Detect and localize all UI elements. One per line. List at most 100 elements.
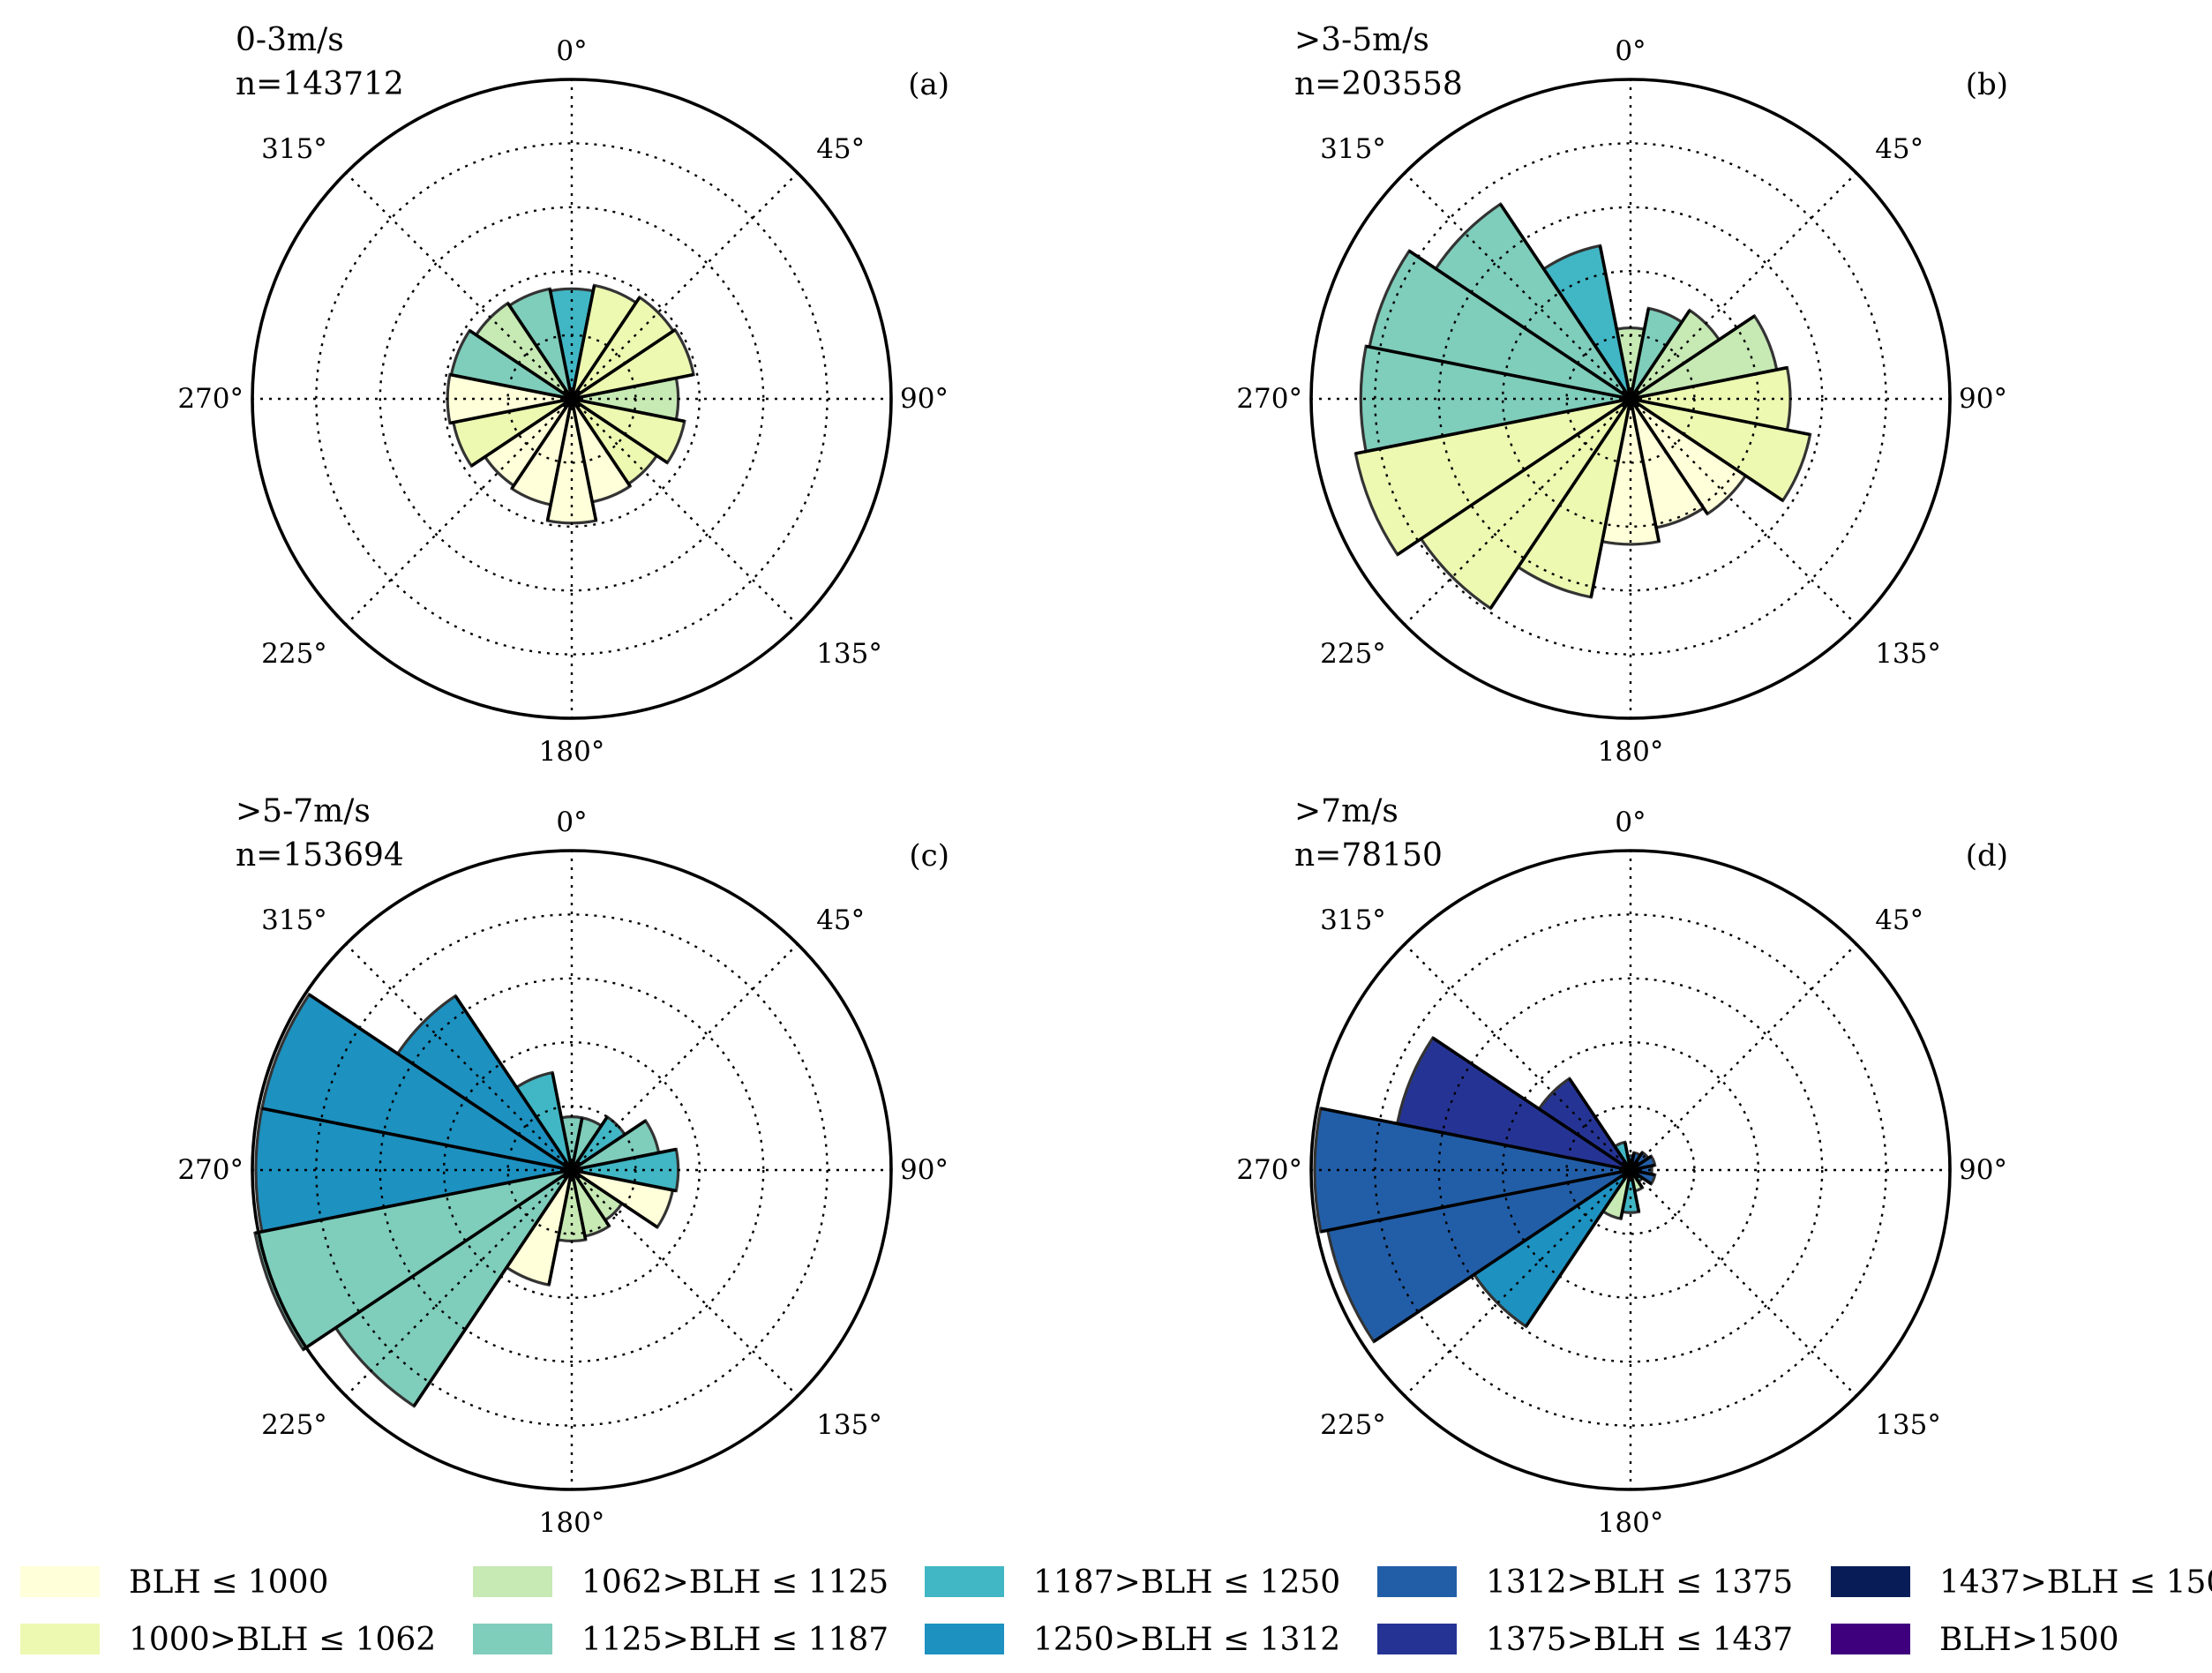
angle-label: 225° xyxy=(1320,1409,1386,1441)
grid-ring xyxy=(1437,206,1824,592)
petal-edge xyxy=(1568,1077,1632,1171)
angle-label: 315° xyxy=(261,133,327,165)
petal-edge xyxy=(470,397,574,468)
legend-label: 1062>BLH ≤ 1125 xyxy=(581,1564,889,1601)
petal-edge xyxy=(1320,1107,1631,1172)
wind-sector-petal xyxy=(254,1107,573,1234)
petal-edge xyxy=(1629,397,1784,502)
petal-edge xyxy=(548,288,574,400)
petal-edge xyxy=(1629,397,1709,515)
outer-ring xyxy=(1309,849,1952,1491)
grid-spoke xyxy=(1404,943,1631,1171)
angle-label: 270° xyxy=(1236,1154,1302,1186)
panel-letter: (a) xyxy=(908,67,949,102)
petal-edge xyxy=(1373,1168,1632,1343)
legend-label: 1437>BLH ≤ 1500 xyxy=(1939,1564,2212,1601)
panel-sample-count: n=78150 xyxy=(1294,837,1443,874)
angle-label: 135° xyxy=(1875,1409,1941,1441)
grid-ring xyxy=(1501,1040,1759,1299)
angle-label: 135° xyxy=(816,1409,882,1441)
petal-edge xyxy=(1630,397,1811,437)
legend-swatch xyxy=(473,1566,552,1597)
petal-edge xyxy=(1525,1168,1632,1328)
petal-edge xyxy=(1431,1036,1632,1172)
wind-rose-panel-c: 0° 45° 90° 135° 180° 225° 270° 315° >5-7m/s n=153… xyxy=(177,793,949,1539)
grid-spoke xyxy=(1630,1169,1857,1397)
wind-rose-panels: 0° 45° 90° 135° 180° 225° 270° 315° 0-3m/s n=1437… xyxy=(177,22,2008,1539)
grid-spoke xyxy=(1404,172,1631,400)
grid-ring xyxy=(1501,270,1759,529)
panel-sample-count: n=203558 xyxy=(1294,66,1463,102)
outer-ring xyxy=(1309,78,1952,720)
angle-label: 0° xyxy=(556,806,587,838)
angle-label: 90° xyxy=(900,383,949,415)
wind-sector-petal xyxy=(253,1168,573,1352)
angle-label: 315° xyxy=(1320,133,1386,165)
panel-title: >7m/s xyxy=(1294,793,1398,829)
petal-edge xyxy=(1629,1169,1641,1212)
petal-edge xyxy=(551,1072,574,1171)
grid-ring xyxy=(443,270,701,529)
grid-spoke xyxy=(1404,1169,1631,1397)
petal-edge xyxy=(545,398,574,521)
grid-spoke xyxy=(1630,398,1857,626)
petal-edge xyxy=(261,1107,573,1172)
angle-label: 315° xyxy=(1320,904,1386,936)
angle-label: 0° xyxy=(1615,35,1646,67)
panel-title: >5-7m/s xyxy=(236,793,371,829)
angle-label: 180° xyxy=(1598,1507,1664,1539)
petal-edge xyxy=(1365,344,1631,401)
angle-label: 270° xyxy=(1236,383,1302,415)
grid-ring xyxy=(443,1040,701,1299)
wind-rose-panel-b: 0° 45° 90° 135° 180° 225° 270° 315° >3-5m/s n=203… xyxy=(1236,22,2008,768)
outer-ring xyxy=(251,78,893,720)
legend-label: BLH>1500 xyxy=(1939,1622,2119,1658)
petal-edge xyxy=(570,398,632,487)
grid-ring xyxy=(315,913,829,1427)
petal-edge xyxy=(510,398,574,490)
petal-edge xyxy=(1623,1142,1632,1171)
angle-label: 0° xyxy=(1615,806,1646,838)
legend-label: 1000>BLH ≤ 1062 xyxy=(129,1622,436,1658)
grid-ring xyxy=(1437,977,1824,1363)
petal-edge xyxy=(570,1168,611,1227)
petal-edge xyxy=(254,1168,573,1235)
petal-edge xyxy=(308,993,574,1172)
legend-swatch xyxy=(1831,1624,1910,1654)
petal-edge xyxy=(1619,1169,1632,1219)
petal-edge xyxy=(570,1119,647,1172)
petal-edge xyxy=(1629,398,1661,543)
wind-sector-petal xyxy=(260,992,573,1172)
angle-label: 90° xyxy=(1959,1154,2007,1186)
petal-edge xyxy=(469,329,574,401)
petal-edge xyxy=(1354,397,1631,455)
petal-edge xyxy=(1629,309,1691,401)
legend-label: 1125>BLH ≤ 1187 xyxy=(581,1622,889,1658)
petal-edge xyxy=(1488,397,1632,610)
angle-label: 180° xyxy=(1598,736,1664,768)
legend-swatch xyxy=(1377,1624,1457,1654)
petal-edge xyxy=(449,397,573,425)
petal-edge xyxy=(1598,245,1632,400)
legend-swatch xyxy=(925,1624,1004,1654)
petal-edge xyxy=(1629,314,1756,401)
angle-label: 225° xyxy=(1320,638,1386,670)
legend-label: 1312>BLH ≤ 1375 xyxy=(1486,1564,1793,1601)
grid-spoke xyxy=(345,398,573,626)
petal-edge xyxy=(571,397,686,424)
grid-spoke xyxy=(1630,172,1857,400)
petal-edge xyxy=(547,1169,574,1286)
angle-label: 45° xyxy=(1875,904,1923,936)
wind-rose-panel-d: 0° 45° 90° 135° 180° 225° 270° 315° >7m/s n=78150… xyxy=(1236,793,2008,1539)
legend-label: BLH ≤ 1000 xyxy=(129,1564,328,1601)
grid-spoke xyxy=(345,1169,573,1397)
petal-edge xyxy=(570,328,677,401)
angle-label: 135° xyxy=(816,638,882,670)
petal-edge xyxy=(449,372,573,401)
petal-edge xyxy=(570,285,596,400)
petal-edge xyxy=(571,1147,677,1172)
angle-label: 45° xyxy=(816,904,865,936)
legend-swatch xyxy=(925,1566,1004,1597)
panel-title: 0-3m/s xyxy=(236,22,344,58)
